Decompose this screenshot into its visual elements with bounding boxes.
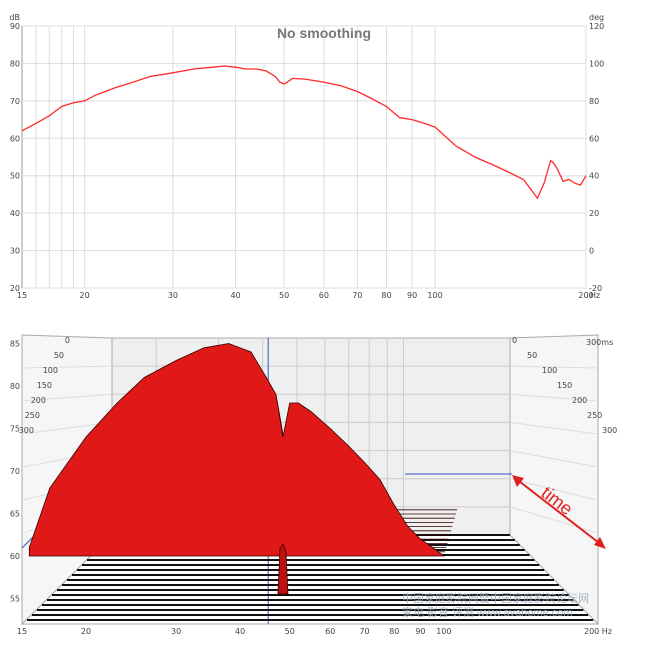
x-tick-label: 15 bbox=[17, 291, 27, 300]
time-tick-left: 0 bbox=[65, 336, 70, 345]
y-tick-label-left: 20 bbox=[10, 284, 20, 293]
series-line bbox=[21, 65, 587, 200]
x-tick-label: 40 bbox=[235, 627, 245, 636]
frequency-response-chart: 20 30 40 50 60 70 80 90 -20 0 20 40 60 80 100 120 dB deg 1… bbox=[9, 13, 604, 300]
time-tick-left: 150 bbox=[37, 381, 52, 390]
x-tick-label: 90 bbox=[407, 291, 417, 300]
watermark: 中国家庭影院网暨中国家庭影院论坛网 家电 影音 评测 www.avahome.c… bbox=[402, 592, 589, 620]
y-unit-right: deg bbox=[589, 13, 604, 22]
dip-spike bbox=[277, 543, 289, 595]
x-tick-label: 200 Hz bbox=[584, 627, 612, 636]
x-tick-label: 30 bbox=[168, 291, 178, 300]
z-tick-label: 75 bbox=[10, 425, 20, 434]
x-tick-label: 15 bbox=[17, 627, 27, 636]
y-tick-label-right: 40 bbox=[589, 172, 599, 181]
x-tick-label: 60 bbox=[325, 627, 335, 636]
z-tick-label: 60 bbox=[10, 552, 20, 561]
waterfall-slice bbox=[28, 343, 446, 557]
time-tick-right: 250 bbox=[587, 411, 602, 420]
y-tick-label-right: 80 bbox=[589, 97, 599, 106]
y-tick-label-right: 120 bbox=[589, 22, 604, 31]
side-gridline bbox=[509, 365, 599, 369]
side-gridline bbox=[509, 478, 599, 501]
side-gridline bbox=[21, 421, 113, 435]
y-tick-label-left: 70 bbox=[10, 97, 20, 106]
x-tick-label: 20 bbox=[81, 627, 91, 636]
y-unit-left: dB bbox=[9, 13, 20, 22]
side-gridline bbox=[21, 365, 113, 369]
x-tick-label: 100 bbox=[436, 627, 451, 636]
z-tick-label: 55 bbox=[10, 595, 20, 604]
time-arrow-line bbox=[514, 477, 604, 547]
y-tick-label-left: 50 bbox=[10, 172, 20, 181]
y-tick-label-left: 40 bbox=[10, 209, 20, 218]
x-tick-label: 100 bbox=[427, 291, 442, 300]
time-label-back: 300ms bbox=[586, 338, 613, 347]
x-tick-label: 60 bbox=[319, 291, 329, 300]
side-gridline bbox=[509, 506, 599, 534]
watermark-line2: 家电 影音 评测 www.avahome.com bbox=[402, 607, 573, 619]
x-tick-label: 80 bbox=[389, 627, 399, 636]
x-tick-label: 70 bbox=[359, 627, 369, 636]
y-tick-label-right: 20 bbox=[589, 209, 599, 218]
time-tick-right: 0 bbox=[512, 336, 517, 345]
z-tick-label: 80 bbox=[10, 382, 20, 391]
side-gridline bbox=[509, 450, 599, 468]
side-gridline bbox=[509, 421, 599, 435]
y-tick-label-right: 60 bbox=[589, 134, 599, 143]
y-tick-label-left: 90 bbox=[10, 22, 20, 31]
x-tick-label: 50 bbox=[279, 291, 289, 300]
x-tick-label: 80 bbox=[381, 291, 391, 300]
x-tick-label: 70 bbox=[352, 291, 362, 300]
time-tick-left: 100 bbox=[43, 366, 58, 375]
x-tick-label: 20 bbox=[80, 291, 90, 300]
time-tick-left: 300 bbox=[19, 426, 34, 435]
y-tick-label-right: -20 bbox=[589, 284, 602, 293]
time-tick-right: 300 bbox=[602, 426, 617, 435]
time-tick-right: 200 bbox=[572, 396, 587, 405]
chart-title: No smoothing bbox=[277, 25, 371, 41]
x-tick-label: 40 bbox=[230, 291, 240, 300]
time-tick-left: 50 bbox=[54, 351, 64, 360]
time-arrow-head bbox=[594, 537, 606, 549]
y-tick-label-right: 0 bbox=[589, 247, 594, 256]
z-tick-label: 65 bbox=[10, 510, 20, 519]
side-gridline bbox=[509, 393, 599, 402]
plot-area bbox=[21, 25, 587, 289]
z-tick-label: 70 bbox=[10, 467, 20, 476]
time-tick-right: 100 bbox=[542, 366, 557, 375]
y-tick-label-left: 30 bbox=[10, 247, 20, 256]
time-tick-right: 50 bbox=[527, 351, 537, 360]
x-tick-label: 30 bbox=[171, 627, 181, 636]
time-tick-left: 200 bbox=[31, 396, 46, 405]
x-tick-label: 50 bbox=[285, 627, 295, 636]
y-tick-label-left: 60 bbox=[10, 134, 20, 143]
y-tick-label-left: 80 bbox=[10, 59, 20, 68]
z-tick-label: 85 bbox=[10, 340, 20, 349]
time-tick-left: 250 bbox=[25, 411, 40, 420]
watermark-line1: 中国家庭影院网暨中国家庭影院论坛网 bbox=[402, 593, 589, 605]
x-tick-label: 200 bbox=[578, 291, 593, 300]
x-tick-label: 90 bbox=[415, 627, 425, 636]
time-arrow-head bbox=[512, 475, 524, 487]
side-gridline bbox=[21, 393, 113, 402]
y-tick-label-right: 100 bbox=[589, 59, 604, 68]
x-unit: Hz bbox=[590, 291, 600, 300]
time-tick-right: 150 bbox=[557, 381, 572, 390]
